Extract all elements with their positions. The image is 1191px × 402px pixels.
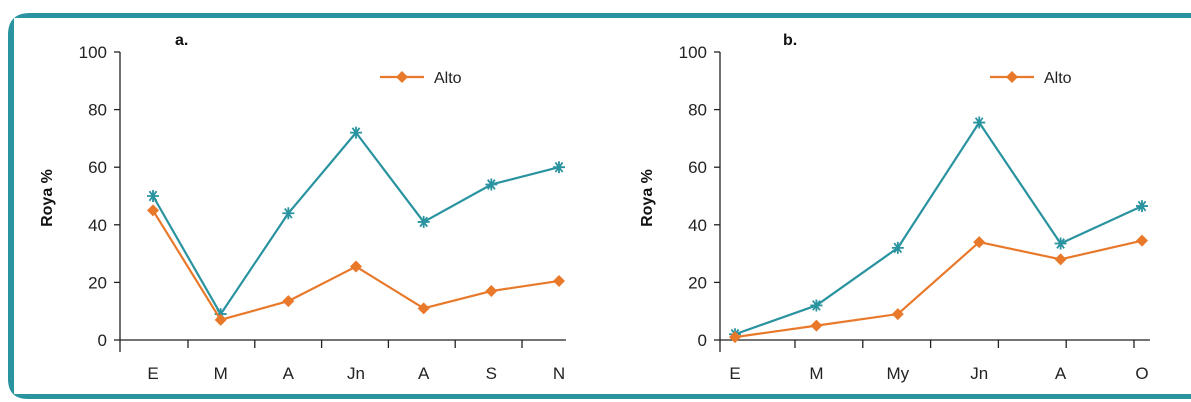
y-tick-label: 100 [79, 43, 107, 62]
y-tick-label: 40 [88, 216, 107, 235]
data-point-alto [1054, 253, 1067, 266]
data-point-alto [485, 285, 498, 298]
series-line-unlabeled [734, 121, 1143, 336]
data-point-unlabeled [1054, 237, 1067, 250]
x-tick-label: O [1135, 364, 1148, 383]
data-point-unlabeled-stroke [810, 299, 823, 312]
x-tick-label: M [809, 364, 823, 383]
data-point-alto [417, 302, 430, 315]
data-point-unlabeled [147, 190, 159, 202]
y-tick-label: 0 [98, 331, 107, 350]
data-point-alto [973, 236, 986, 249]
legend-entry-label: Alto [1044, 70, 1072, 87]
data-point-unlabeled [553, 161, 565, 174]
y-tick-label: 60 [688, 158, 707, 177]
data-point-unlabeled-stroke [1054, 237, 1067, 250]
panel-label: b. [783, 32, 797, 49]
data-point-unlabeled-stroke [417, 215, 430, 228]
x-tick-label: M [214, 364, 228, 383]
y-tick-label: 20 [88, 273, 107, 292]
data-point-unlabeled [810, 299, 823, 312]
x-tick-label: A [418, 364, 430, 383]
data-point-alto [350, 260, 362, 273]
legend-swatch-marker [1006, 71, 1018, 83]
data-point-alto [553, 274, 565, 287]
data-point-unlabeled-stroke [147, 190, 159, 202]
data-point-unlabeled-stroke [973, 116, 986, 129]
data-point-unlabeled [417, 215, 430, 228]
data-point-unlabeled-stroke [350, 126, 362, 139]
y-axis-title: Roya % [39, 169, 56, 227]
data-point-unlabeled [1136, 200, 1148, 213]
data-point-unlabeled [891, 241, 904, 254]
chart-panel-b: 0 20 40 60 80 100 E M My Jn A O Roya % b. Alto [639, 32, 1150, 383]
y-tick-label: 100 [679, 43, 707, 62]
data-point-unlabeled [485, 178, 498, 191]
x-tick-label: Jn [347, 364, 365, 383]
y-tick-label: 80 [88, 101, 107, 120]
data-point-alto [891, 308, 904, 321]
data-point-unlabeled-stroke [553, 161, 565, 174]
data-point-alto [729, 331, 741, 344]
data-point-unlabeled [350, 126, 362, 139]
data-point-unlabeled-stroke [891, 241, 904, 254]
data-point-unlabeled-stroke [282, 207, 295, 220]
data-point-alto [1136, 234, 1148, 247]
data-point-alto [214, 313, 227, 326]
y-tick-label: 80 [688, 101, 707, 120]
data-point-unlabeled-stroke [1136, 200, 1148, 213]
y-tick-label: 20 [688, 273, 707, 292]
data-point-unlabeled [282, 207, 295, 220]
x-tick-label: My [886, 364, 909, 383]
series-line-alto [734, 239, 1143, 339]
x-tick-label: Jn [970, 364, 988, 383]
data-point-alto [147, 204, 159, 217]
chart-panel-a: 0 20 40 60 80 100 E M A Jn A S N Roya % a. Alto [39, 32, 566, 383]
data-point-unlabeled-stroke [485, 178, 498, 191]
y-tick-label: 40 [688, 216, 707, 235]
x-tick-label: E [147, 364, 158, 383]
x-tick-label: N [553, 364, 565, 383]
x-tick-label: A [1055, 364, 1067, 383]
x-tick-label: A [283, 364, 295, 383]
x-tick-label: S [486, 364, 497, 383]
panel-label: a. [175, 32, 188, 49]
frame-inner-background [14, 18, 1191, 394]
data-point-alto [282, 295, 295, 308]
legend-entry-label: Alto [434, 70, 462, 87]
data-point-unlabeled [973, 116, 986, 129]
x-tick-label: E [729, 364, 740, 383]
data-point-alto [810, 319, 823, 332]
y-axis-title: Roya % [639, 169, 656, 227]
y-tick-label: 60 [88, 158, 107, 177]
legend-swatch-marker [396, 71, 408, 83]
y-tick-label: 0 [698, 331, 707, 350]
legend: Alto [380, 70, 462, 87]
legend: Alto [990, 70, 1072, 87]
